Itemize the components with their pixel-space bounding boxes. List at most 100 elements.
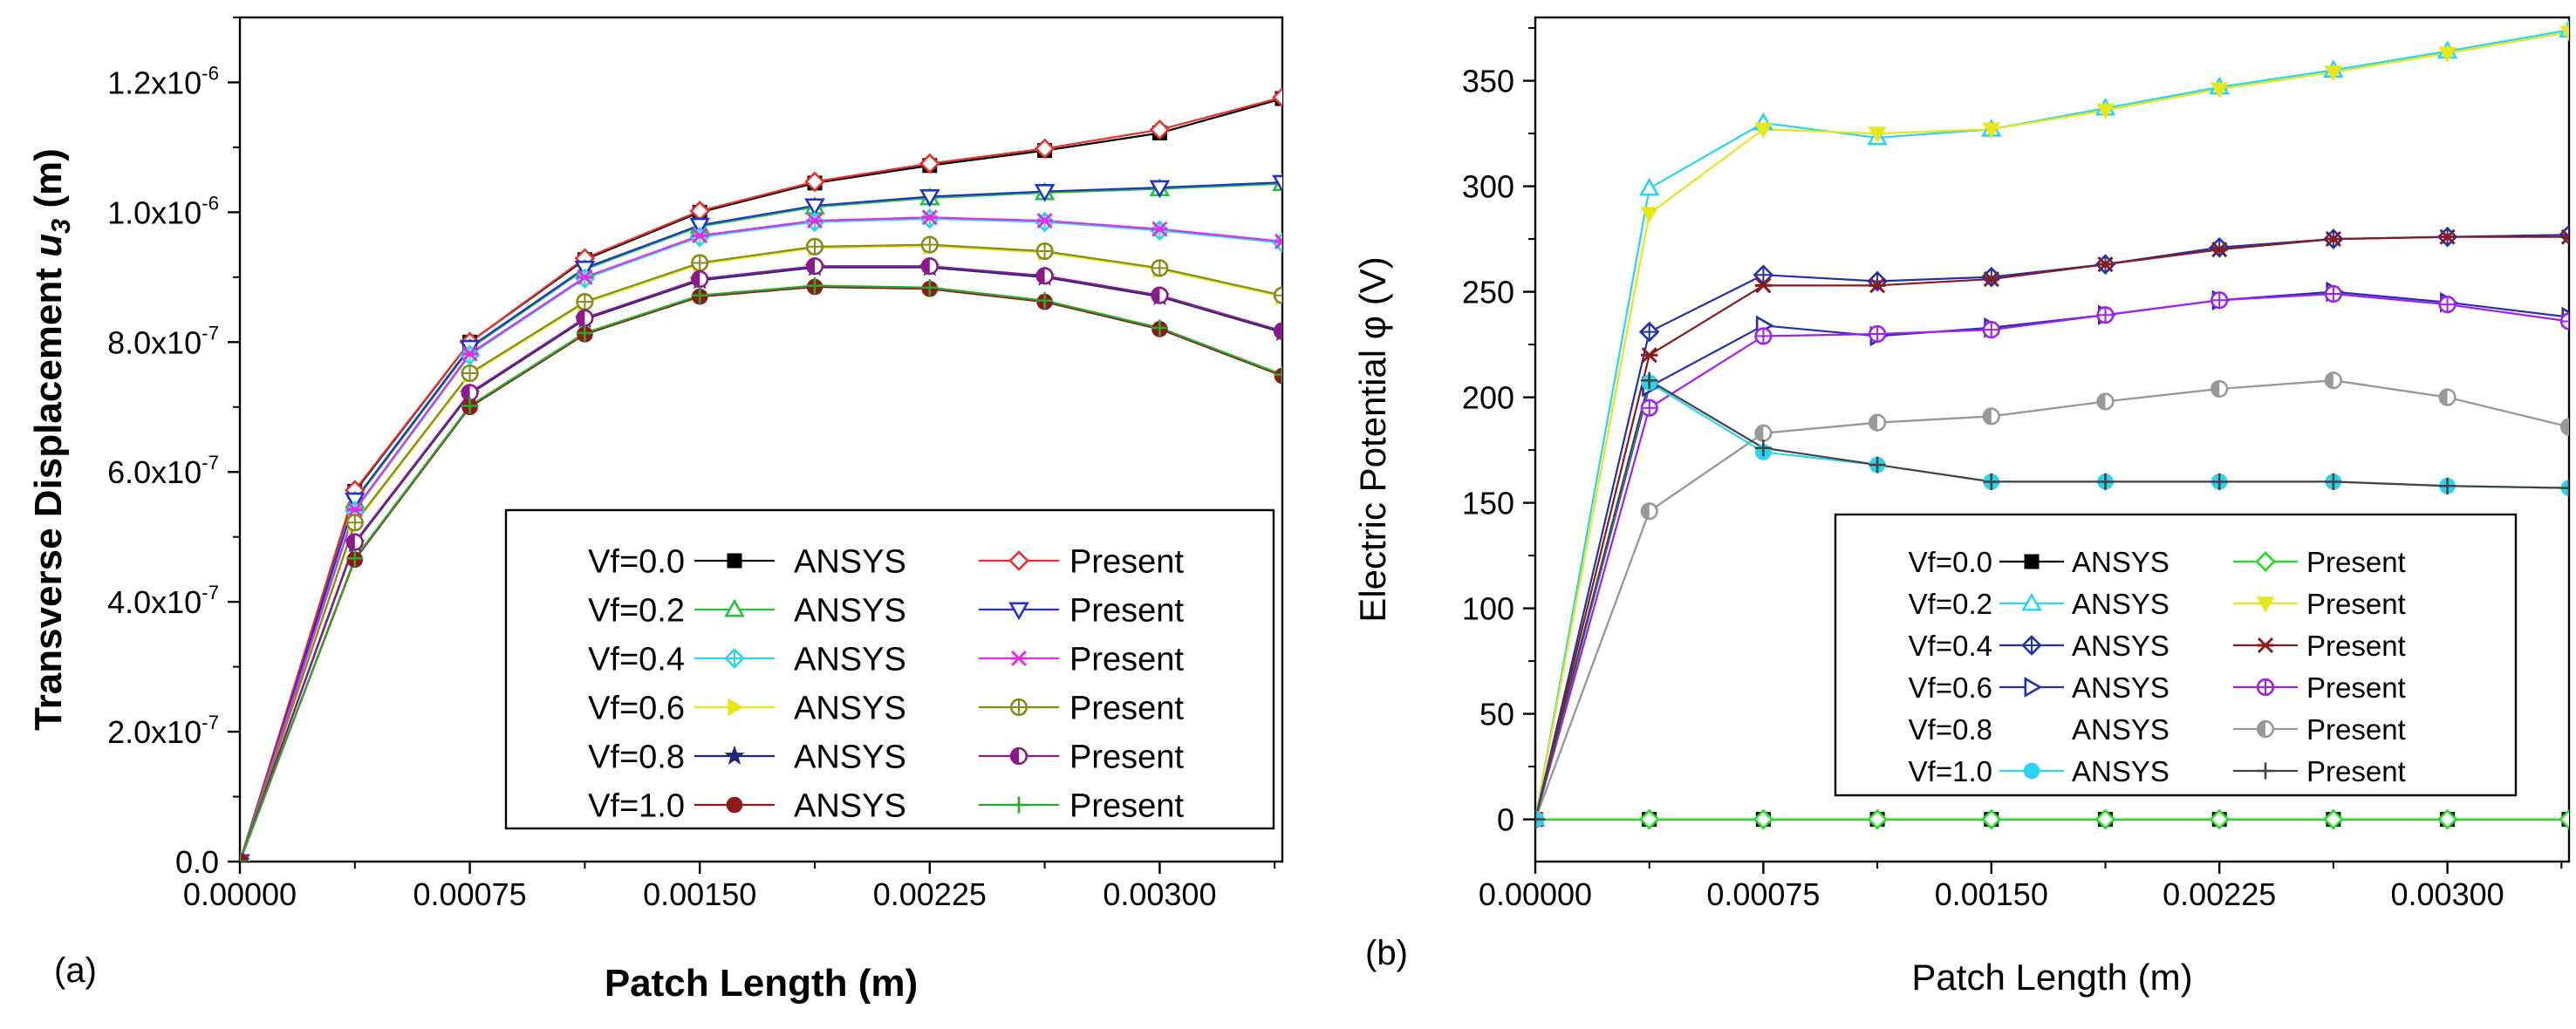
panel-a-data-point bbox=[1036, 292, 1054, 310]
panel-b-data-point bbox=[2326, 372, 2333, 389]
panel-b-y-tick-label: 0 bbox=[1497, 802, 1514, 838]
panel-a-y-tick-mantissa: 1.2x10 bbox=[107, 65, 202, 100]
panel-a-data-point bbox=[347, 534, 355, 550]
panel-b-data-point bbox=[1867, 808, 1888, 830]
panel-a-legend-present-label: Present bbox=[1069, 739, 1184, 776]
panel-a-legend-present-marker bbox=[1010, 650, 1028, 667]
panel-b-data-point bbox=[2097, 393, 2106, 410]
panel-b-legend-group-label: Vf=0.4 bbox=[1909, 630, 1992, 662]
panel-b-data-point bbox=[2094, 808, 2116, 830]
panel-a-data-point bbox=[347, 514, 363, 531]
panel-b-data-point bbox=[2211, 381, 2220, 397]
panel-b-y-tick-label: 100 bbox=[1462, 591, 1514, 627]
panel-b-data-point bbox=[2560, 228, 2569, 245]
panel-b-data-point bbox=[2210, 473, 2228, 490]
panel-b-data-point bbox=[1641, 371, 1658, 389]
panel-b-data-point bbox=[1869, 272, 1887, 290]
panel-b-label: (b) bbox=[1365, 934, 1408, 972]
panel-b-x-tick-label: 0.00300 bbox=[2391, 876, 2504, 912]
panel-b-plot-frame bbox=[1534, 16, 2571, 863]
panel-b-legend-group-label: Vf=1.0 bbox=[1909, 755, 1992, 787]
panel-b-data-point bbox=[2560, 480, 2569, 497]
panel-b-legend-present-label: Present bbox=[2306, 713, 2406, 746]
panel-a-y-axis-label-unit: (m) bbox=[27, 148, 70, 219]
panel-a-data-point bbox=[1272, 174, 1282, 194]
panel-b-x-axis-label: Patch Length (m) bbox=[1911, 957, 2192, 998]
panel-a-data-point bbox=[919, 189, 940, 208]
panel-a-y-tick-label: 1.2x10-6 bbox=[107, 62, 219, 100]
panel-b-legend-ansys-marker bbox=[2024, 554, 2040, 569]
panel-a-y-tick-exponent: -6 bbox=[202, 192, 219, 214]
panel-a-legend-present-label: Present bbox=[1069, 788, 1184, 825]
panel-b-legend-ansys-label: ANSYS bbox=[2072, 671, 2169, 704]
panel-a-legend-ansys-label: ANSYS bbox=[794, 691, 906, 727]
panel-b-legend-present-marker bbox=[2258, 679, 2273, 695]
panel-a-data-point bbox=[692, 255, 708, 271]
panel-b-data-point bbox=[2438, 228, 2456, 245]
panel-b-data-point bbox=[2559, 808, 2569, 830]
panel-b-data-point bbox=[2324, 65, 2343, 82]
panel-b-data-point bbox=[2325, 473, 2342, 490]
panel-b-data-point bbox=[2210, 82, 2229, 99]
panel-b-series-11-points bbox=[1535, 371, 2569, 828]
panel-b-y-tick-label: 50 bbox=[1479, 697, 1514, 733]
panel-a-series-line-3 bbox=[240, 181, 1282, 862]
panel-a-label: (a) bbox=[54, 951, 97, 990]
panel-a-legend-ansys-marker bbox=[724, 598, 745, 617]
panel-b-data-point bbox=[2438, 477, 2456, 494]
panel-a-legend-present-label: Present bbox=[1069, 544, 1184, 581]
panel-b-data-point bbox=[1754, 440, 1772, 457]
panel-b-y-tick-label: 250 bbox=[1462, 275, 1514, 310]
panel-a-legend-present-marker bbox=[1011, 748, 1019, 764]
panel-b-x-tick-label: 0.00000 bbox=[1479, 876, 1592, 912]
panel-b-y-tick-label: 150 bbox=[1462, 486, 1514, 521]
panel-b-data-point bbox=[2439, 296, 2456, 312]
panel-b-series-line-2 bbox=[1535, 29, 2569, 820]
panel-b-series-5-points bbox=[1535, 228, 2569, 828]
panel-a-y-axis-label: Transverse Displacement u3 (m) bbox=[27, 148, 76, 731]
panel-a-y-tick-label: 1.0x10-6 bbox=[107, 192, 219, 230]
panel-a-y-tick-label: 4.0x10-7 bbox=[107, 582, 219, 620]
panel-a-data-point bbox=[922, 236, 938, 253]
panel-a-legend-ansys-marker bbox=[727, 553, 742, 569]
panel-a-legend-present-label: Present bbox=[1069, 593, 1184, 630]
panel-a-y-tick-mantissa: 8.0x10 bbox=[107, 324, 202, 360]
panel-a-legend-group-label: Vf=0.0 bbox=[588, 544, 685, 581]
panel-a-data-point bbox=[692, 271, 700, 287]
panel-a-data-point bbox=[1034, 184, 1056, 202]
panel-a-legend-group-label: Vf=0.8 bbox=[588, 739, 685, 776]
panel-b-x-tick-label: 0.00225 bbox=[2163, 876, 2276, 912]
panel-a-data-point bbox=[1149, 119, 1171, 140]
panel-a-data-point bbox=[921, 279, 939, 296]
panel-b-legend-present-label: Present bbox=[2306, 671, 2406, 704]
panel-a-x-tick-label: 0.00075 bbox=[413, 876, 527, 912]
panel-a-x-tick-label: 0.00150 bbox=[643, 876, 756, 912]
panel-a-series-line-11 bbox=[240, 284, 1282, 862]
panel-b-y-tick-label: 200 bbox=[1462, 380, 1514, 416]
panel-a-data-point bbox=[346, 501, 364, 518]
panel-a-legend-group-label: Vf=0.2 bbox=[588, 593, 685, 630]
panel-b-data-point bbox=[1638, 177, 1660, 196]
panel-a-y-axis-label-var: u bbox=[27, 234, 70, 257]
panel-b-data-point bbox=[1983, 271, 2000, 288]
panel-b-legend-present-label: Present bbox=[2306, 588, 2406, 620]
panel-b-data-point bbox=[1535, 811, 1544, 828]
panel-a-legend-ansys-marker bbox=[728, 698, 744, 717]
panel-a-y-tick-exponent: -7 bbox=[202, 452, 219, 474]
panel-a-y-axis-label-sub: 3 bbox=[45, 219, 76, 234]
panel-a-legend-present-marker bbox=[1008, 602, 1029, 621]
panel-a-y-tick-mantissa: 6.0x10 bbox=[107, 454, 202, 490]
panel-b-y-tick-label: 350 bbox=[1462, 64, 1514, 99]
panel-b-data-point bbox=[2096, 473, 2115, 490]
panel-b-x-tick-label: 0.00150 bbox=[1935, 876, 2048, 912]
panel-a-y-tick-exponent: -7 bbox=[202, 712, 219, 733]
panel-b-data-point bbox=[1641, 503, 1650, 520]
panel-b-series-line-6 bbox=[1535, 290, 2569, 820]
panel-b-legend-group-label: Vf=0.2 bbox=[1909, 588, 1992, 620]
panel-b-data-point bbox=[1983, 408, 1992, 425]
panel-a-y-tick-mantissa: 4.0x10 bbox=[107, 584, 202, 620]
panel-b-legend-present-label: Present bbox=[2306, 546, 2406, 578]
panel-b-series-line-3 bbox=[1535, 31, 2569, 820]
panel-a-x-axis-label: Patch Length (m) bbox=[605, 962, 918, 1005]
